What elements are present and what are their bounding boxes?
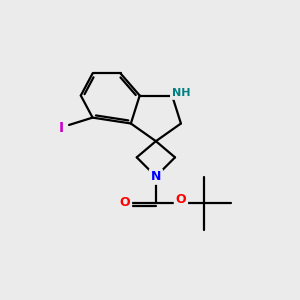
Text: O: O [176,193,186,206]
Text: I: I [59,121,64,135]
Text: N: N [151,170,161,183]
Text: O: O [120,196,130,209]
Text: NH: NH [172,88,190,98]
